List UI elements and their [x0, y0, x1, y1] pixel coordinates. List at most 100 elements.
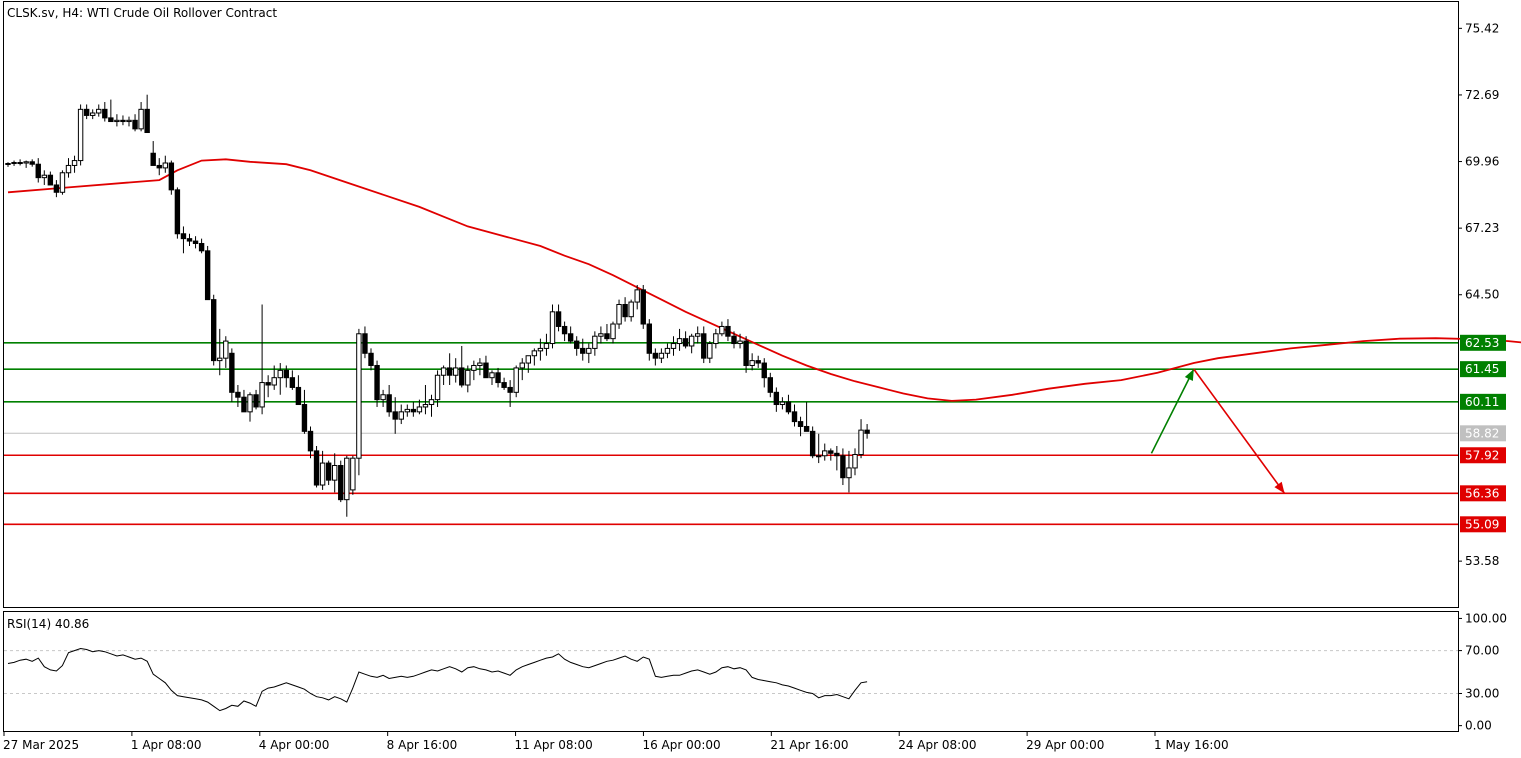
candle-body-bull: [90, 112, 96, 116]
candle-body-bull: [465, 369, 471, 386]
candle: [864, 424, 870, 439]
candle-body-bear: [265, 382, 271, 386]
candle: [616, 299, 622, 329]
candle: [658, 348, 665, 364]
candle: [416, 399, 423, 415]
candle-body-bull: [453, 367, 459, 376]
candle: [640, 284, 646, 329]
candle: [211, 294, 217, 366]
candle-body-bull: [59, 172, 66, 193]
candle-body-bear: [17, 162, 23, 165]
candle-body-bull: [586, 347, 592, 354]
candle: [386, 385, 392, 417]
candle: [65, 158, 72, 178]
candle-body-bull: [434, 374, 441, 401]
candle: [319, 450, 326, 490]
candle: [102, 102, 108, 122]
candle-body-bear: [785, 401, 792, 413]
candle: [132, 114, 138, 132]
candle-body-bull: [138, 108, 144, 130]
candle: [846, 450, 852, 493]
candle: [761, 358, 767, 388]
candle-body-bear: [809, 430, 816, 457]
candle-body-bear: [29, 161, 35, 165]
candle: [53, 180, 60, 198]
candle: [77, 104, 84, 166]
candle-body-bear: [725, 325, 731, 337]
candle: [108, 99, 114, 123]
candle: [265, 375, 271, 398]
candle: [725, 319, 731, 342]
candle-body-bull: [664, 347, 671, 354]
candle-body-bear: [241, 396, 247, 413]
candle-body-bear: [198, 243, 205, 252]
candle: [374, 360, 380, 407]
candle: [23, 160, 29, 168]
candle-body-bear: [495, 372, 501, 384]
candle: [344, 455, 350, 517]
level-label-55-09-bg: [1460, 516, 1506, 533]
candle: [701, 326, 707, 364]
candle: [83, 104, 90, 120]
candle: [531, 348, 538, 366]
rsi-line: [7, 647, 868, 712]
candle-body-bull: [350, 457, 356, 491]
candle: [852, 448, 858, 476]
candle-body-bear: [186, 238, 193, 242]
level-label-57-92-text: 57.92: [1465, 448, 1499, 462]
candle-body-bear: [102, 108, 108, 119]
candle-body-bear: [204, 250, 211, 301]
current-price-label: 58.82: [1460, 425, 1506, 442]
candle-body-bull: [271, 377, 277, 386]
candle-body-bull: [658, 352, 665, 359]
candle: [313, 445, 320, 488]
level-label-57-92-bg: [1460, 447, 1506, 464]
candle-body-bull: [676, 338, 683, 345]
candle: [664, 343, 671, 359]
candle-body-bear: [192, 240, 199, 245]
candle-body-bear: [828, 450, 834, 454]
candle-body-bear: [313, 450, 320, 486]
candle-body-bull: [779, 401, 786, 406]
candle: [610, 321, 616, 344]
candle: [713, 328, 719, 349]
candle: [114, 114, 120, 127]
candle: [797, 416, 804, 437]
candle-body-bull: [344, 457, 350, 501]
candle-body-bear: [840, 455, 846, 479]
time-tick-label: 29 Apr 00:00: [1026, 738, 1104, 752]
rsi-label: RSI(14) 40.86: [7, 617, 89, 631]
candle: [840, 448, 846, 486]
candle-body-bull: [549, 311, 556, 345]
candle-body-bull: [852, 454, 858, 469]
candle: [398, 404, 404, 425]
time-tick-label: 4 Apr 00:00: [259, 738, 330, 752]
candle: [459, 345, 465, 388]
candle: [356, 328, 362, 476]
level-label-61-45-text: 61.45: [1465, 362, 1499, 376]
candle: [283, 365, 290, 388]
candle: [785, 394, 792, 415]
candle-body-bull: [525, 355, 531, 364]
candle-body-bull: [592, 335, 598, 349]
candle: [277, 363, 283, 395]
rsi-panel-frame: [3, 611, 1459, 732]
candle-body-bull: [858, 429, 864, 456]
candle: [174, 187, 181, 239]
candle: [428, 394, 435, 417]
candle-body-bull: [477, 362, 483, 366]
candle: [440, 365, 447, 386]
candle: [477, 358, 483, 376]
rsi-tick-label: 0.00: [1465, 719, 1492, 733]
candle: [688, 333, 695, 354]
candle: [11, 160, 17, 166]
candle-body-bear: [374, 364, 380, 401]
candle-body-bear: [622, 304, 628, 318]
candle: [779, 397, 786, 410]
candle-body-bear: [235, 391, 241, 398]
candle-body-bull: [531, 350, 538, 357]
candle: [676, 328, 683, 351]
candle-body-bull: [816, 455, 822, 458]
candle-body-bear: [580, 347, 586, 354]
